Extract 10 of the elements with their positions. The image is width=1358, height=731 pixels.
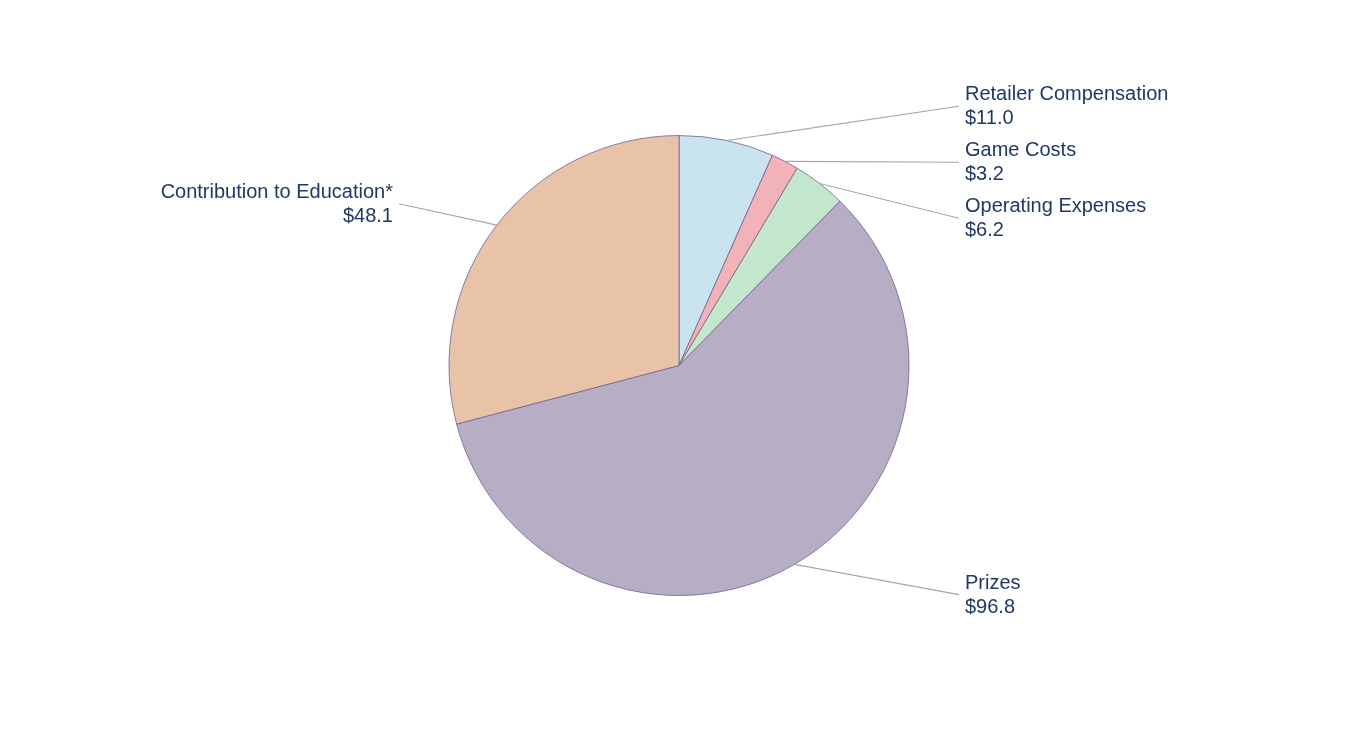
slice-label: Prizes (965, 570, 1021, 593)
data-label: $11.0 (965, 106, 1014, 129)
data-label: $48.1 (342, 203, 393, 226)
slice-label: Contribution to Education* (160, 179, 394, 202)
data-label: $6.2 (965, 218, 1004, 241)
data-label: $3.2 (965, 162, 1004, 185)
slice-label: Game Costs (965, 138, 1077, 161)
slice-label: Operating Expenses (965, 194, 1147, 217)
data-label: $96.8 (965, 594, 1016, 617)
slice-label: Retailer Compensation (965, 82, 1169, 105)
